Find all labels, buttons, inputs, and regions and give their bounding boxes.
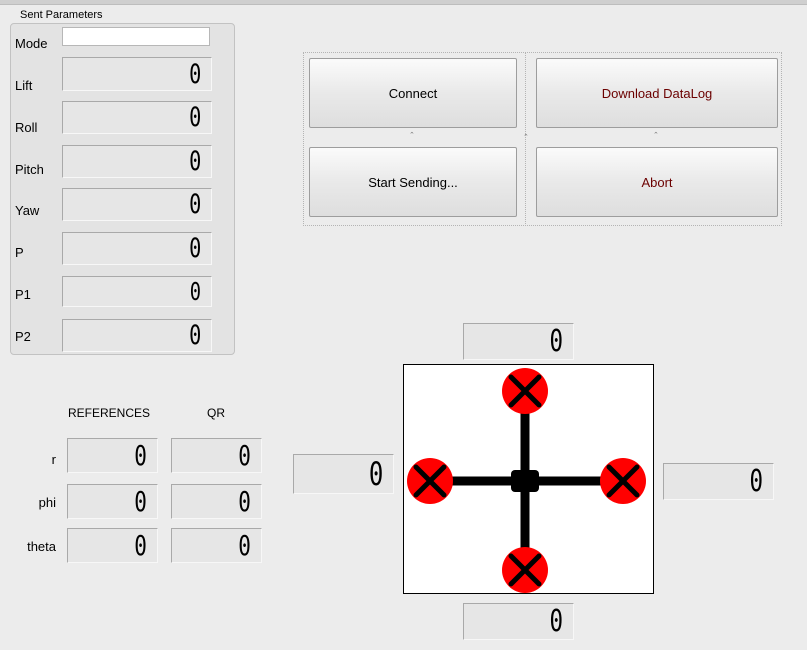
front-motor-display: 0 xyxy=(463,323,574,360)
start-sending-button[interactable]: Start Sending... xyxy=(309,147,517,217)
qr-header: QR xyxy=(207,406,225,420)
left-motor-icon xyxy=(407,458,453,504)
pitch-display: 0 xyxy=(62,145,212,178)
p2-label: P2 xyxy=(15,329,31,344)
right-motor-icon xyxy=(600,458,646,504)
quadcopter-canvas xyxy=(403,364,654,594)
left-motor-display: 0 xyxy=(293,454,394,494)
p1-label: P1 xyxy=(15,287,31,302)
theta-qr-display: 0 xyxy=(171,528,262,563)
connect-button[interactable]: Connect xyxy=(309,58,517,128)
pitch-label: Pitch xyxy=(15,162,44,177)
quadcopter-frame xyxy=(430,390,623,570)
splitter-handle-icon[interactable]: ⌃ xyxy=(409,132,415,139)
back-motor-icon xyxy=(502,547,548,593)
r-qr-display: 0 xyxy=(171,438,262,473)
back-motor-display: 0 xyxy=(463,603,574,640)
mode-label: Mode xyxy=(15,36,48,51)
download-datalog-button[interactable]: Download DataLog xyxy=(536,58,778,128)
splitter-handle-icon[interactable]: ⌃ xyxy=(653,132,659,139)
window-top-edge xyxy=(0,0,807,5)
r-label: r xyxy=(51,452,56,467)
p-label: P xyxy=(15,245,24,260)
roll-display: 0 xyxy=(62,101,212,134)
yaw-label: Yaw xyxy=(15,203,40,218)
lift-display: 0 xyxy=(62,57,212,91)
theta-label: theta xyxy=(27,539,56,554)
r-reference-display: 0 xyxy=(67,438,158,473)
right-motor-display: 0 xyxy=(663,463,774,500)
quadcopter-body xyxy=(511,470,539,492)
roll-label: Roll xyxy=(15,120,38,135)
phi-qr-display: 0 xyxy=(171,484,262,519)
p2-display: 0 xyxy=(62,319,212,352)
yaw-display: 0 xyxy=(62,188,212,221)
front-motor-icon xyxy=(502,368,548,414)
sent-parameters-title: Sent Parameters xyxy=(20,9,103,21)
quadcopter-diagram xyxy=(407,368,646,593)
phi-label: phi xyxy=(38,495,56,510)
mode-field[interactable] xyxy=(62,27,210,46)
p-display: 0 xyxy=(62,232,212,265)
abort-button[interactable]: Abort xyxy=(536,147,778,217)
phi-reference-display: 0 xyxy=(67,484,158,519)
lift-label: Lift xyxy=(15,78,33,93)
button-panel xyxy=(303,52,782,226)
splitter-handle-icon[interactable]: ⌃ xyxy=(523,134,529,141)
button-panel-divider xyxy=(525,52,526,226)
references-header: REFERENCES xyxy=(68,406,151,420)
p1-display: 0 xyxy=(62,276,212,307)
theta-reference-display: 0 xyxy=(67,528,158,563)
